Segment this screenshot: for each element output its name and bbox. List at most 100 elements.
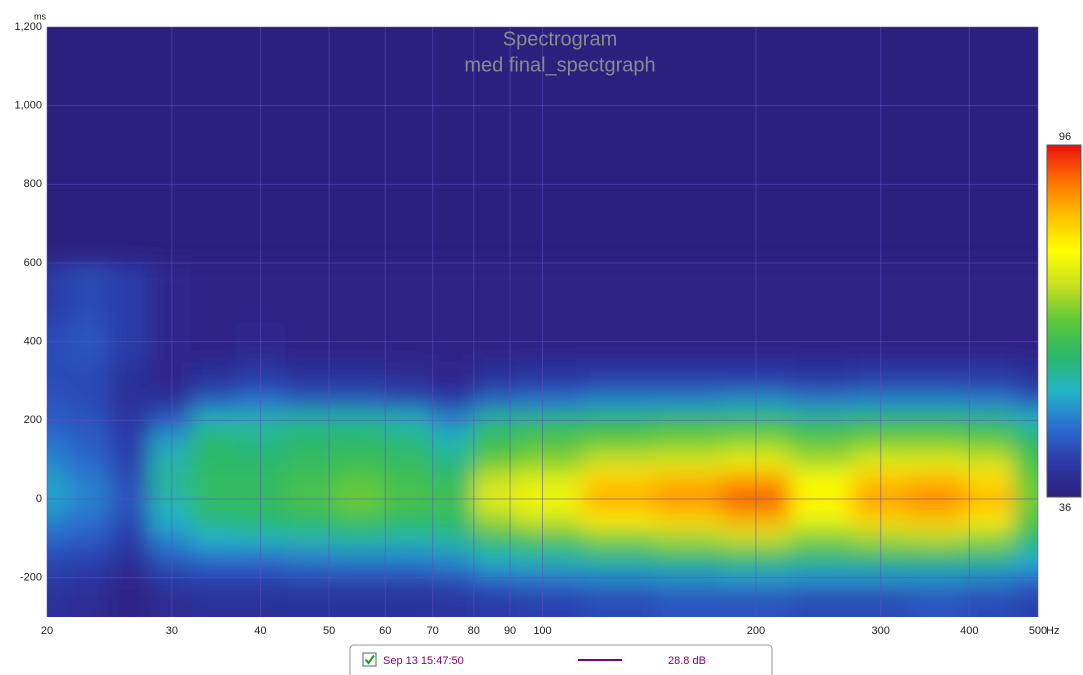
x-tick-label: 100 [533, 625, 551, 637]
heat-cell [517, 470, 583, 490]
heat-cell [334, 391, 384, 411]
heat-cell [69, 470, 110, 490]
heat-cell [1015, 529, 1079, 549]
heat-cell [384, 430, 432, 450]
heat-cell [655, 509, 722, 529]
heat-cell [909, 391, 965, 411]
x-tick-label: 60 [379, 625, 391, 637]
legend-checkbox[interactable] [363, 653, 376, 666]
heat-cell [517, 391, 583, 411]
heat-cell [334, 262, 384, 322]
heat-cell [285, 509, 335, 529]
heat-cell [285, 529, 335, 549]
heat-cell [964, 529, 1015, 549]
heat-cell [150, 450, 192, 470]
heat-cell [517, 509, 583, 529]
heat-cell [109, 391, 150, 411]
heat-cell [432, 509, 474, 529]
heat-cell [964, 548, 1015, 568]
heat-cell [69, 361, 110, 391]
heat-cell [150, 529, 192, 549]
heat-cell [109, 588, 150, 658]
heat-cell [964, 262, 1015, 322]
heat-cell [69, 588, 110, 658]
heat-cell [7, 548, 69, 568]
heat-cell [285, 548, 335, 568]
heat-cell [285, 262, 335, 322]
heat-cell [517, 450, 583, 470]
heat-cell [964, 361, 1015, 391]
heat-cell [109, 548, 150, 568]
heat-cell [790, 391, 853, 411]
heat-cell [473, 509, 518, 529]
chart-subtitle: med final_spectgraph [464, 54, 655, 76]
y-tick-label: 0 [36, 493, 42, 505]
heat-cell [517, 430, 583, 450]
x-unit: Hz [1046, 625, 1059, 637]
heat-cell [191, 450, 236, 470]
heat-cell [7, 361, 69, 391]
legend-name: Sep 13 15:47:50 [383, 655, 464, 667]
heat-cell [109, 450, 150, 470]
heat-cell [432, 548, 474, 568]
heat-cell [285, 470, 335, 490]
heat-cell [790, 430, 853, 450]
y-tick-label: 400 [24, 336, 42, 348]
heat-cell [432, 470, 474, 490]
heat-cell [909, 509, 965, 529]
heat-cell [384, 529, 432, 549]
heat-cell [909, 450, 965, 470]
heat-cell [7, 262, 69, 322]
heat-cell [790, 450, 853, 470]
colorbar-tick-label: 36 [1059, 502, 1071, 514]
heat-cell [583, 529, 656, 549]
heat-cell [790, 529, 853, 549]
heat-cell [191, 529, 236, 549]
heat-cell [655, 470, 722, 490]
heat-cell [964, 509, 1015, 529]
heat-cell [790, 361, 853, 391]
heat-cell [583, 361, 656, 391]
colorbar-tick-label: 96 [1059, 131, 1071, 143]
heat-cell [909, 262, 965, 322]
heat-cell [473, 529, 518, 549]
heat-cell [655, 391, 722, 411]
heat-cell [334, 509, 384, 529]
heat-cell [150, 430, 192, 450]
heat-cell [191, 470, 236, 490]
y-tick-label: 1,000 [14, 100, 42, 112]
heat-cell [334, 450, 384, 470]
heat-cell [909, 470, 965, 490]
heat-cell [473, 361, 518, 391]
heat-cell [583, 450, 656, 470]
page: -20002004006008001,0001,2002030405060708… [0, 0, 1083, 675]
heat-cell [583, 470, 656, 490]
heat-cell [583, 430, 656, 450]
heat-cell [285, 391, 335, 411]
heat-cell [7, 509, 69, 529]
x-tick-label: 70 [427, 625, 439, 637]
heat-cell [7, 391, 69, 411]
heat-cell [517, 548, 583, 568]
heat-cell [191, 361, 236, 391]
heat-cell [790, 509, 853, 529]
heat-cell [909, 588, 965, 658]
heat-cell [655, 450, 722, 470]
heat-cell [109, 361, 150, 391]
heat-cell [150, 391, 192, 411]
heat-cell [150, 588, 192, 658]
heat-cell [964, 391, 1015, 411]
heat-cell [69, 509, 110, 529]
y-unit: ms [34, 11, 46, 21]
heat-cell [69, 430, 110, 450]
heat-cell [285, 450, 335, 470]
heat-cell [384, 391, 432, 411]
heat-cell [109, 529, 150, 549]
heat-cell [109, 430, 150, 450]
heat-cell [150, 509, 192, 529]
y-tick-label: -200 [20, 572, 42, 584]
heat-cell [473, 262, 518, 322]
x-tick-label: 90 [504, 625, 516, 637]
heat-cell [432, 262, 474, 322]
heat-cell [432, 361, 474, 391]
